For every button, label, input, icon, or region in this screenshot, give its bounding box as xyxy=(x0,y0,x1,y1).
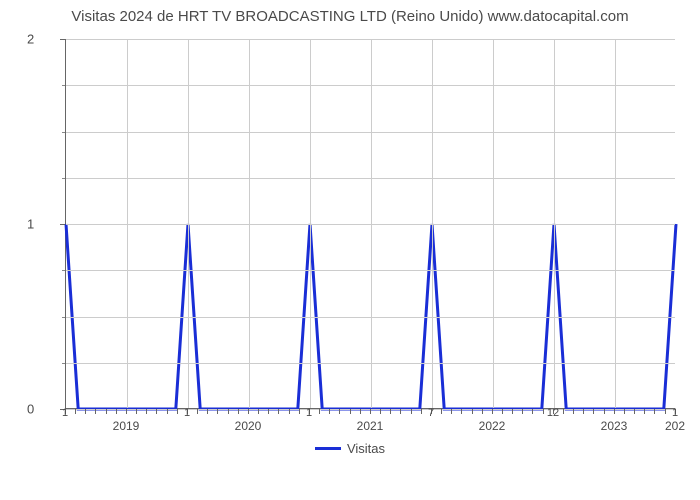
legend: Visitas xyxy=(315,441,385,456)
x-tick-minor xyxy=(563,409,564,414)
x-tick-minor xyxy=(278,409,279,414)
x-tick-minor xyxy=(126,409,127,414)
x-tick-minor xyxy=(146,409,147,414)
x-tick-minor xyxy=(583,409,584,414)
y-tick-minor xyxy=(62,363,65,364)
x-tick-minor xyxy=(197,409,198,414)
plot-area xyxy=(65,39,675,409)
gridline-v xyxy=(188,39,189,408)
x-tick-minor xyxy=(634,409,635,414)
chart-container: 012201920202021202220232021117121 xyxy=(45,29,685,439)
x-tick-minor xyxy=(665,409,666,414)
x-tick-minor xyxy=(177,409,178,414)
legend-swatch xyxy=(315,447,341,450)
gridline-v xyxy=(554,39,555,408)
gridline-v xyxy=(127,39,128,408)
x-tick-minor xyxy=(207,409,208,414)
y-tick-label: 1 xyxy=(27,217,34,232)
chart-title: Visitas 2024 de HRT TV BROADCASTING LTD … xyxy=(71,8,628,25)
x-tick-minor xyxy=(116,409,117,414)
x-tick-minor xyxy=(248,409,249,414)
x-tick-minor xyxy=(319,409,320,414)
x-tick-minor xyxy=(289,409,290,414)
x-tick-minor xyxy=(136,409,137,414)
x-tick-label-value: 12 xyxy=(547,407,559,419)
x-tick-minor xyxy=(573,409,574,414)
x-tick-minor xyxy=(644,409,645,414)
y-tick-mark xyxy=(60,39,65,40)
x-tick-minor xyxy=(451,409,452,414)
y-tick-minor xyxy=(62,85,65,86)
x-tick-label-year: 2019 xyxy=(113,419,140,433)
x-tick-label-year: 2021 xyxy=(357,419,384,433)
x-tick-minor xyxy=(75,409,76,414)
x-tick-minor xyxy=(502,409,503,414)
x-tick-minor xyxy=(604,409,605,414)
x-tick-minor xyxy=(492,409,493,414)
y-tick-minor xyxy=(62,132,65,133)
x-tick-minor xyxy=(156,409,157,414)
gridline-v xyxy=(432,39,433,408)
x-tick-minor xyxy=(339,409,340,414)
x-tick-minor xyxy=(299,409,300,414)
x-tick-label-year: 2020 xyxy=(235,419,262,433)
x-tick-minor xyxy=(532,409,533,414)
x-tick-minor xyxy=(614,409,615,414)
x-tick-minor xyxy=(268,409,269,414)
gridline-v xyxy=(371,39,372,408)
y-tick-label: 2 xyxy=(27,32,34,47)
x-tick-label-year: 202 xyxy=(665,419,685,433)
x-tick-minor xyxy=(106,409,107,414)
x-tick-minor xyxy=(421,409,422,414)
x-tick-minor xyxy=(482,409,483,414)
x-tick-minor xyxy=(380,409,381,414)
x-tick-minor xyxy=(400,409,401,414)
x-tick-label-value: 7 xyxy=(428,407,434,419)
y-tick-minor xyxy=(62,317,65,318)
x-tick-label-value: 1 xyxy=(672,407,678,419)
x-tick-minor xyxy=(390,409,391,414)
x-tick-minor xyxy=(512,409,513,414)
y-tick-minor xyxy=(62,270,65,271)
y-tick-mark xyxy=(60,224,65,225)
gridline-v xyxy=(249,39,250,408)
x-tick-minor xyxy=(360,409,361,414)
x-tick-minor xyxy=(441,409,442,414)
x-tick-minor xyxy=(522,409,523,414)
x-tick-minor xyxy=(461,409,462,414)
x-tick-label-value: 1 xyxy=(62,407,68,419)
x-tick-minor xyxy=(624,409,625,414)
x-tick-minor xyxy=(543,409,544,414)
x-tick-minor xyxy=(350,409,351,414)
x-tick-minor xyxy=(654,409,655,414)
y-tick-minor xyxy=(62,178,65,179)
x-tick-minor xyxy=(329,409,330,414)
x-tick-minor xyxy=(370,409,371,414)
x-tick-minor xyxy=(472,409,473,414)
x-tick-minor xyxy=(258,409,259,414)
x-tick-minor xyxy=(217,409,218,414)
x-tick-label-value: 1 xyxy=(184,407,190,419)
x-tick-minor xyxy=(85,409,86,414)
x-tick-label-value: 1 xyxy=(306,407,312,419)
legend-label: Visitas xyxy=(347,441,385,456)
gridline-v xyxy=(493,39,494,408)
gridline-v xyxy=(615,39,616,408)
gridline-v xyxy=(310,39,311,408)
x-tick-label-year: 2022 xyxy=(479,419,506,433)
x-tick-minor xyxy=(593,409,594,414)
x-tick-minor xyxy=(238,409,239,414)
x-tick-label-year: 2023 xyxy=(601,419,628,433)
x-tick-minor xyxy=(167,409,168,414)
x-tick-minor xyxy=(411,409,412,414)
x-tick-minor xyxy=(228,409,229,414)
x-tick-minor xyxy=(95,409,96,414)
y-tick-label: 0 xyxy=(27,402,34,417)
